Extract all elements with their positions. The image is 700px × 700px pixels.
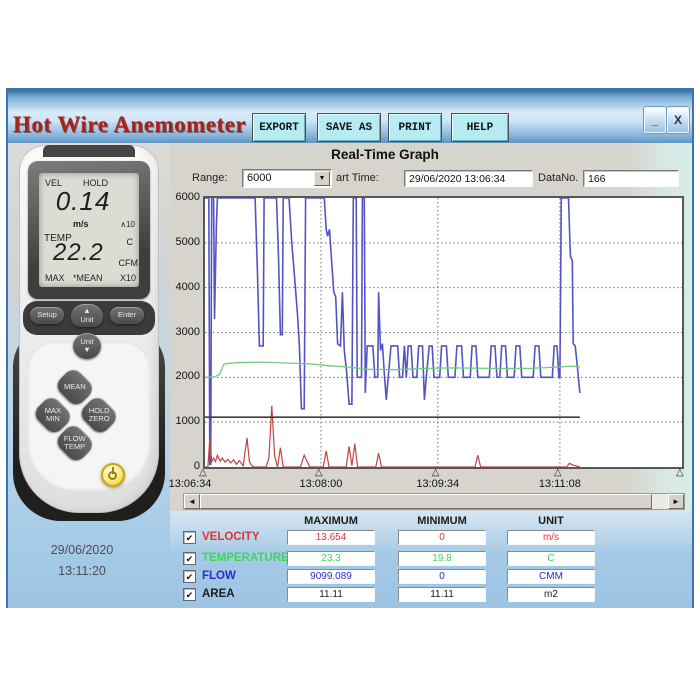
row-checkbox-velocity[interactable]: ✔	[183, 531, 196, 544]
device-hold-zero-key-label: HOLD ZERO	[88, 405, 110, 423]
title-bar: Hot Wire Anemometer EXPORT SAVE AS PRINT…	[8, 90, 692, 143]
chart-canvas	[205, 198, 682, 467]
y-tick-label: 2000	[175, 370, 200, 383]
help-button[interactable]: HELP	[451, 113, 509, 142]
lcd-mean-label: *MEAN	[73, 273, 103, 283]
range-dropdown[interactable]: 6000 ▼	[242, 169, 332, 188]
graph-heading: Real-Time Graph	[331, 147, 439, 162]
device-max-min-key-label: MAX MIN	[44, 405, 62, 423]
export-button[interactable]: EXPORT	[252, 113, 306, 142]
row-checkbox-flow[interactable]: ✔	[183, 570, 196, 583]
y-tick-label: 6000	[175, 191, 200, 203]
y-tick-label: 5000	[175, 235, 200, 248]
app-window: Hot Wire Anemometer EXPORT SAVE AS PRINT…	[6, 88, 694, 608]
current-time: 13:11:20	[58, 564, 106, 578]
y-tick-label: 1000	[175, 415, 200, 428]
x-tick-label: 13:09:34	[416, 478, 460, 490]
lcd-velocity-value: 0.14	[55, 186, 111, 216]
row-label: TEMPERATURE	[202, 552, 289, 564]
axis-marker-triangle-icon: △	[553, 467, 562, 478]
lcd-screen: VEL HOLD 0.14 m/s ∧10 TEMP 22.2 C CFM MA…	[39, 173, 139, 287]
x-tick-label: 13:06:34	[168, 478, 212, 490]
axis-marker-triangle-icon: △	[314, 467, 323, 478]
data-no-field[interactable]: 166	[583, 170, 679, 187]
maximum-value-field[interactable]: 11.11	[287, 587, 375, 602]
power-icon-bar	[112, 467, 114, 474]
unit-value-field[interactable]: m/s	[507, 530, 595, 545]
y-tick-label: 0	[193, 460, 200, 472]
print-button[interactable]: PRINT	[388, 113, 442, 142]
series-temperature-line	[205, 361, 580, 378]
anemometer-device-photo: VEL HOLD 0.14 m/s ∧10 TEMP 22.2 C CFM MA…	[13, 145, 165, 523]
row-label: VELOCITY	[202, 531, 260, 543]
device-power-button	[101, 463, 125, 487]
axis-marker-triangle-icon: △	[676, 467, 684, 478]
row-label: FLOW	[202, 570, 236, 582]
x-tick-label: 13:08:00	[299, 478, 343, 490]
device-enter-key: Enter	[110, 307, 144, 324]
close-button[interactable]: X	[667, 107, 689, 133]
lcd-velocity-unit: m/s	[73, 219, 89, 229]
minimum-value-field[interactable]: 0	[398, 530, 486, 545]
lcd-mode-label: VEL	[45, 178, 63, 188]
series-velocity-line	[205, 405, 581, 467]
lcd-bezel: VEL HOLD 0.14 m/s ∧10 TEMP 22.2 C CFM MA…	[28, 161, 150, 299]
lcd-temp-label: TEMP	[44, 233, 72, 244]
lcd-hold-label: HOLD	[83, 178, 109, 188]
chevron-down-icon[interactable]: ▼	[314, 171, 330, 186]
start-time-label: art Time:	[336, 172, 379, 184]
lcd-unit-cfm: CFM	[118, 258, 139, 268]
device-unit-down-key: Unit ▼	[73, 333, 101, 359]
maximum-value-field[interactable]: 9099.089	[287, 569, 375, 584]
device-mean-key-label: MEAN	[64, 381, 86, 391]
device-unit-up-key: ▲ Unit	[71, 304, 103, 327]
lcd-annunciator-top: ∧10	[120, 220, 135, 229]
y-tick-label: 3000	[175, 325, 200, 338]
table-header-maximum: MAXIMUM	[304, 515, 358, 527]
table-header-minimum: MINIMUM	[417, 515, 467, 527]
realtime-chart-plot-area	[203, 196, 684, 469]
range-value: 6000	[247, 172, 272, 184]
x-tick-label: 13:11:08	[538, 478, 581, 490]
content-area: VEL HOLD 0.14 m/s ∧10 TEMP 22.2 C CFM MA…	[8, 143, 692, 608]
device-photo-column: VEL HOLD 0.14 m/s ∧10 TEMP 22.2 C CFM MA…	[8, 143, 170, 608]
minimum-value-field[interactable]: 0	[398, 569, 486, 584]
device-setup-key: Setup	[30, 307, 64, 324]
save-as-button[interactable]: SAVE AS	[317, 113, 381, 142]
lcd-temp-value: 22.2	[53, 239, 104, 266]
row-label: AREA	[202, 588, 235, 600]
device-top-connector	[43, 145, 135, 157]
y-tick-label: 4000	[175, 280, 200, 293]
app-title: Hot Wire Anemometer	[13, 112, 247, 137]
unit-value-field[interactable]: C	[507, 551, 595, 566]
unit-value-field[interactable]: m2	[507, 587, 595, 602]
unit-value-field[interactable]: CMM	[507, 569, 595, 584]
scroll-right-arrow-icon[interactable]: ►	[668, 494, 684, 509]
scroll-left-arrow-icon[interactable]: ◄	[184, 494, 200, 509]
minimize-button[interactable]: _	[644, 107, 666, 133]
minimum-value-field[interactable]: 11.11	[398, 587, 486, 602]
axis-marker-triangle-icon: △	[431, 467, 440, 478]
graph-panel: Real-Time Graph Range: 6000 ▼ art Time: …	[168, 143, 692, 511]
maximum-value-field[interactable]: 23.3	[287, 551, 375, 566]
minimum-value-field[interactable]: 19.8	[398, 551, 486, 566]
range-label: Range:	[192, 172, 228, 184]
table-header-unit: UNIT	[538, 515, 564, 527]
scrollbar-thumb[interactable]	[200, 494, 652, 509]
axis-marker-triangle-icon: △	[199, 467, 207, 478]
device-flow-temp-key-label: FLOW TEMP	[64, 433, 86, 451]
series-flow-line	[205, 198, 581, 466]
row-checkbox-temperature[interactable]: ✔	[183, 552, 196, 565]
maximum-value-field[interactable]: 13.654	[287, 530, 375, 545]
lcd-annunciator-bottom: X10	[119, 273, 136, 283]
row-checkbox-area[interactable]: ✔	[183, 588, 196, 601]
lcd-max-label: MAX	[45, 273, 65, 283]
data-no-label: DataNo.	[538, 172, 579, 184]
measurements-table: MAXIMUM MINIMUM UNIT ✔ VELOCITY 13.654 0 m/s ✔ T…	[170, 511, 692, 608]
time-scrollbar[interactable]: ◄ ►	[183, 493, 685, 510]
lcd-unit-c: C	[126, 237, 134, 247]
start-time-field[interactable]: 29/06/2020 13:06:34	[404, 170, 533, 187]
current-date: 29/06/2020	[50, 543, 114, 557]
